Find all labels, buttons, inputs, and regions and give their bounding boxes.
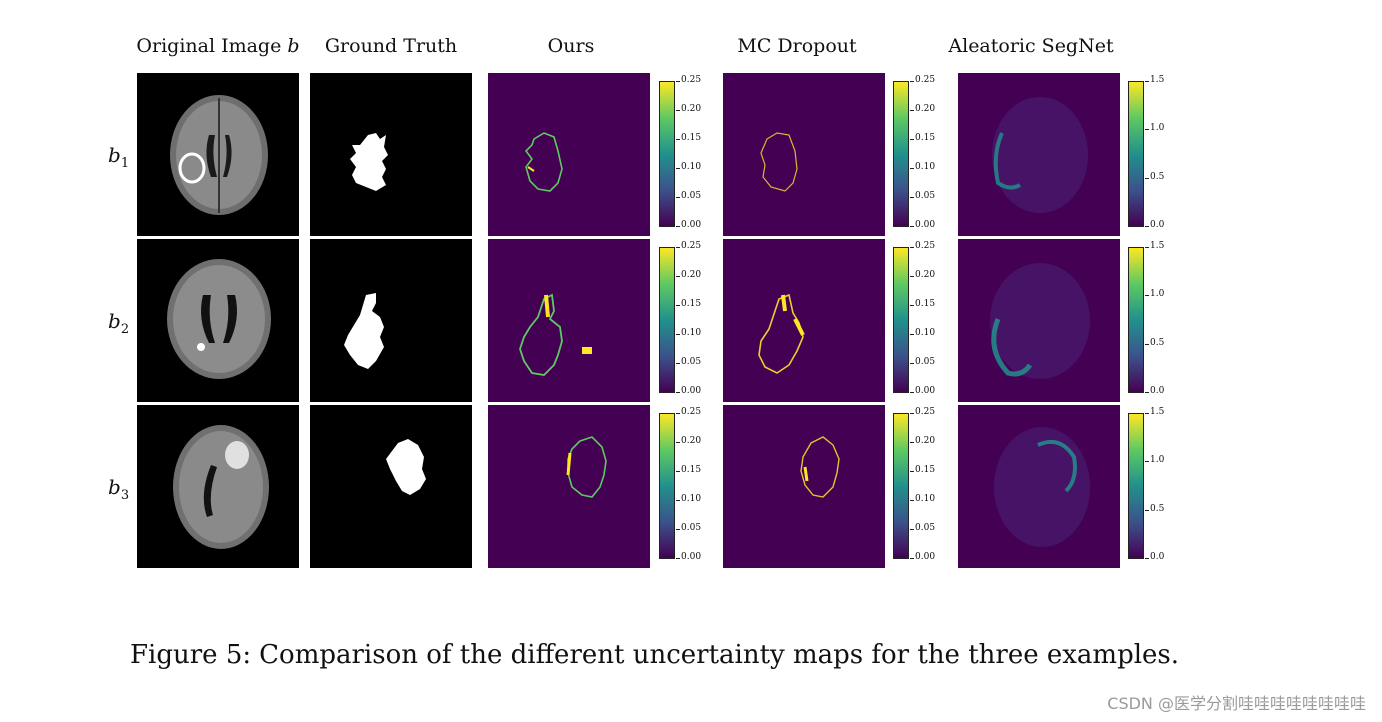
row-label-b1: b1: [108, 143, 130, 171]
tick-label: 0.00: [909, 220, 936, 230]
tick-label: 0.05: [909, 191, 936, 201]
tick-label: 0.20: [909, 270, 936, 280]
watermark: CSDN @医学分割哇哇哇哇哇哇哇哇: [1107, 694, 1366, 713]
ground-truth-mask-b3: [310, 405, 472, 568]
tick-label: 0.15: [675, 299, 702, 309]
uncertainty-ours-b3: [488, 405, 650, 568]
figure-number: Figure 5:: [130, 640, 252, 670]
tick-label: 0.25: [909, 241, 936, 251]
tick-label: 0.20: [909, 104, 936, 114]
row-label-b2: b2: [108, 309, 130, 337]
column-title-original: Original Image b: [136, 35, 300, 57]
tick-label: 1.5: [1144, 241, 1165, 251]
uncertainty-mc-dropout-b1: [723, 73, 885, 236]
tick-label: 0.00: [909, 552, 936, 562]
tick-label: 0.5: [1144, 172, 1165, 182]
column-title-aleatoric: Aleatoric SegNet: [948, 35, 1114, 57]
tick-label: 0.0: [1144, 386, 1165, 396]
tick-label: 0.10: [675, 494, 702, 504]
tick-label: 0.0: [1144, 220, 1165, 230]
uncertainty-ours-b1: [488, 73, 650, 236]
tick-label: 0.25: [909, 75, 936, 85]
column-title-ground-truth: Ground Truth: [324, 35, 458, 57]
tick-label: 0.15: [675, 133, 702, 143]
tick-label: 0.10: [909, 494, 936, 504]
tick-label: 0.05: [675, 357, 702, 367]
tick-label: 0.25: [675, 241, 702, 251]
row-label-b3: b3: [108, 475, 130, 503]
tick-label: 0.0: [1144, 552, 1165, 562]
tick-label: 0.5: [1144, 338, 1165, 348]
colorbar-ours-b3: [659, 413, 675, 559]
colorbar-aleatoric-b2: [1128, 247, 1144, 393]
tick-label: 1.0: [1144, 455, 1165, 465]
tick-label: 0.15: [675, 465, 702, 475]
tick-label: 0.25: [675, 75, 702, 85]
tick-label: 0.20: [675, 104, 702, 114]
tick-label: 0.10: [909, 162, 936, 172]
colorbar-ours-b1: [659, 81, 675, 227]
colorbar-ours-b2: [659, 247, 675, 393]
tick-label: 0.15: [909, 133, 936, 143]
tick-label: 0.00: [675, 552, 702, 562]
uncertainty-mc-dropout-b2: [723, 239, 885, 402]
tick-label: 0.05: [675, 523, 702, 533]
uncertainty-aleatoric-b3: [958, 405, 1120, 568]
tick-label: 0.10: [675, 162, 702, 172]
tick-label: 0.20: [909, 436, 936, 446]
tick-label: 0.10: [675, 328, 702, 338]
tick-label: 0.25: [675, 407, 702, 417]
tick-label: 1.0: [1144, 123, 1165, 133]
uncertainty-aleatoric-b2: [958, 239, 1120, 402]
tick-label: 1.0: [1144, 289, 1165, 299]
tick-label: 0.05: [909, 523, 936, 533]
tick-label: 0.15: [909, 299, 936, 309]
colorbar-aleatoric-b3: [1128, 413, 1144, 559]
tick-label: 0.00: [675, 386, 702, 396]
tick-label: 0.25: [909, 407, 936, 417]
colorbar-mc-dropout-b1: [893, 81, 909, 227]
tick-label: 0.5: [1144, 504, 1165, 514]
tick-label: 0.00: [909, 386, 936, 396]
ground-truth-mask-b2: [310, 239, 472, 402]
colorbar-mc-dropout-b3: [893, 413, 909, 559]
colorbar-aleatoric-b1: [1128, 81, 1144, 227]
colorbar-mc-dropout-b2: [893, 247, 909, 393]
tick-label: 1.5: [1144, 75, 1165, 85]
tick-label: 0.20: [675, 270, 702, 280]
tick-label: 0.00: [675, 220, 702, 230]
ground-truth-mask-b1: [310, 73, 472, 236]
tick-label: 0.15: [909, 465, 936, 475]
mri-image-b2: [137, 239, 299, 402]
figure-caption: Figure 5: Comparison of the different unc…: [130, 640, 1179, 670]
mri-image-b1: [137, 73, 299, 236]
column-title-ours: Ours: [547, 35, 595, 57]
column-title-mc-dropout: MC Dropout: [737, 35, 857, 57]
caption-text: Comparison of the different uncertainty …: [259, 640, 1180, 670]
tick-label: 0.05: [675, 191, 702, 201]
tick-label: 0.05: [909, 357, 936, 367]
tick-label: 1.5: [1144, 407, 1165, 417]
uncertainty-aleatoric-b1: [958, 73, 1120, 236]
tick-label: 0.10: [909, 328, 936, 338]
mri-image-b3: [137, 405, 299, 568]
uncertainty-ours-b2: [488, 239, 650, 402]
uncertainty-mc-dropout-b3: [723, 405, 885, 568]
tick-label: 0.20: [675, 436, 702, 446]
